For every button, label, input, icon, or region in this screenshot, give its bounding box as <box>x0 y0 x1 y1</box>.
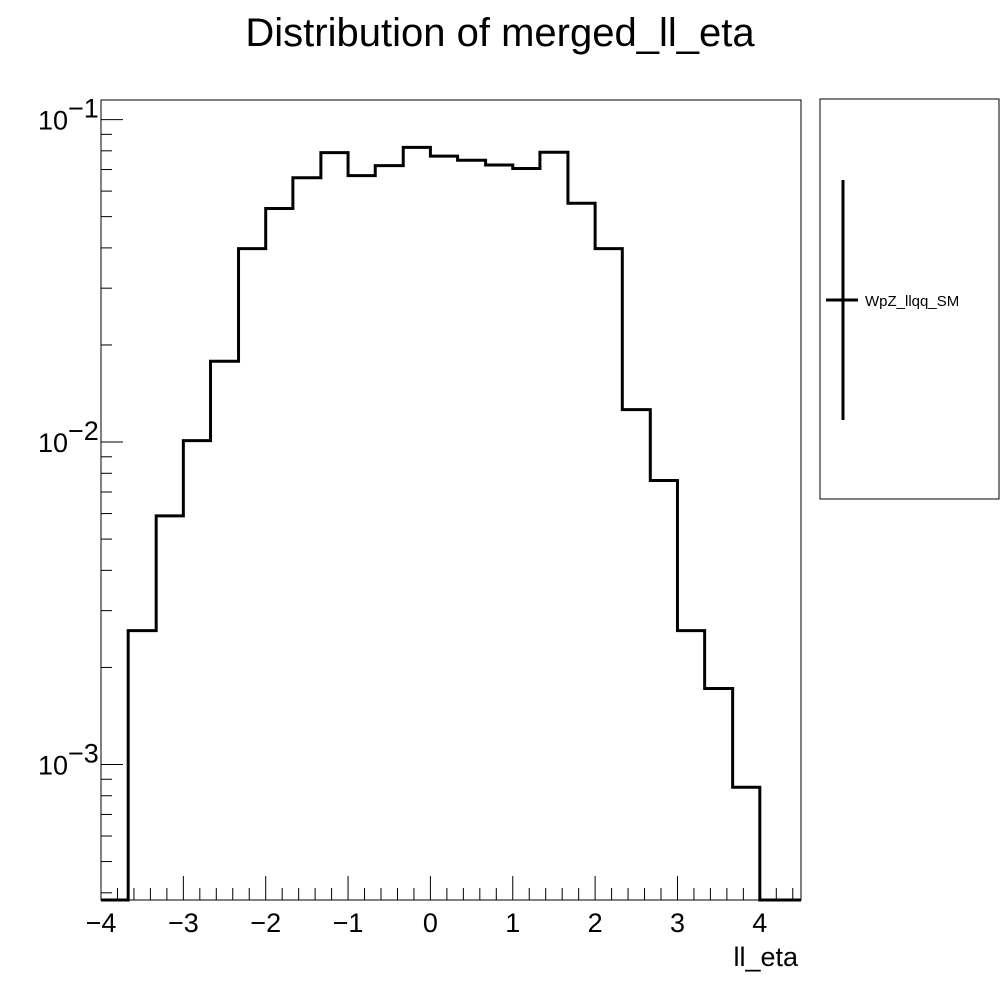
y-tick-label-exponent: −1 <box>68 94 99 124</box>
x-tick-label: −1 <box>333 908 364 938</box>
x-tick-label: 2 <box>588 908 603 938</box>
chart-title: Distribution of merged_ll_eta <box>245 11 755 55</box>
y-tick-label-exponent: −3 <box>68 738 99 768</box>
x-tick-label: −4 <box>86 908 117 938</box>
x-tick-label: −2 <box>250 908 281 938</box>
x-tick-label: −3 <box>168 908 199 938</box>
histogram-series-line <box>101 145 801 902</box>
y-axis-ticks <box>101 119 123 894</box>
y-tick-label: 10 <box>38 428 68 458</box>
x-tick-label: 4 <box>752 908 767 938</box>
plot-frame <box>100 99 802 901</box>
x-axis-ticks <box>100 876 794 900</box>
x-tick-label: 0 <box>423 908 438 938</box>
y-axis-tick-labels: 10−110−210−3 <box>38 94 99 781</box>
x-tick-label: 1 <box>505 908 520 938</box>
y-tick-label-exponent: −2 <box>68 416 99 446</box>
y-tick-label: 10 <box>38 106 68 136</box>
x-axis-tick-labels: −4 −3 −2 −1 0 1 2 3 4 <box>86 908 768 938</box>
x-axis-label: ll_eta <box>733 942 799 972</box>
y-tick-label: 10 <box>38 750 68 780</box>
legend-entry-label: WpZ_llqq_SM <box>865 293 959 310</box>
x-tick-label: 3 <box>670 908 685 938</box>
legend: WpZ_llqq_SM <box>819 98 1000 500</box>
